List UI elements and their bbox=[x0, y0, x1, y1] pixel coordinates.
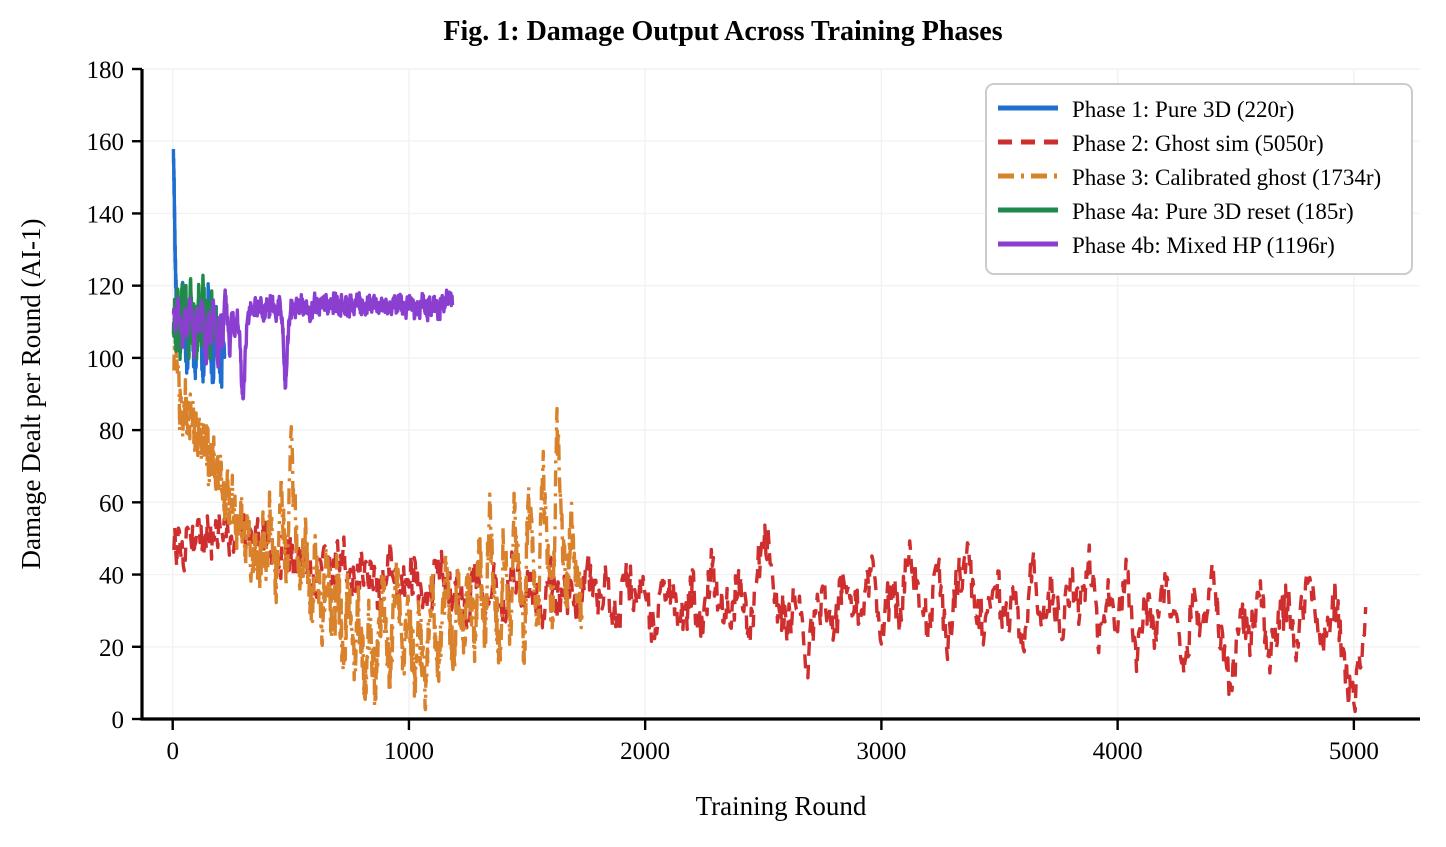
y-tick-label: 120 bbox=[87, 274, 125, 301]
y-axis-title: Damage Dealt per Round (AI-1) bbox=[16, 219, 46, 570]
legend-label-5[interactable]: Phase 4b: Mixed HP (1196r) bbox=[1072, 233, 1335, 258]
y-tick-label: 40 bbox=[99, 563, 124, 590]
page-title: Fig. 1: Damage Output Across Training Ph… bbox=[443, 16, 1003, 47]
legend-box bbox=[985, 83, 1413, 275]
legend-label-3[interactable]: Phase 3: Calibrated ghost (1734r) bbox=[1072, 165, 1381, 190]
chart-legend[interactable]: Phase 1: Pure 3D (220r) Phase 2: Ghost si… bbox=[985, 83, 1413, 275]
y-tick-label: 80 bbox=[99, 418, 124, 445]
x-tick-label: 1000 bbox=[384, 738, 434, 765]
x-tick-label: 0 bbox=[166, 738, 179, 765]
axes-group: 0 20 40 60 80 100 120 140 160 180 0 1000 2000 3000 400… bbox=[16, 57, 1420, 821]
y-tick-label: 180 bbox=[87, 57, 125, 84]
x-tick-label: 2000 bbox=[620, 738, 670, 765]
legend-label-4[interactable]: Phase 4a: Pure 3D reset (185r) bbox=[1072, 199, 1354, 224]
data-series-group bbox=[171, 148, 1368, 714]
y-tick-label: 0 bbox=[112, 707, 125, 734]
series-line-3 bbox=[172, 344, 584, 712]
x-axis-title: Training Round bbox=[696, 791, 867, 821]
series-line-2 bbox=[172, 511, 1368, 714]
x-tick-label: 4000 bbox=[1093, 738, 1143, 765]
legend-label-2[interactable]: Phase 2: Ghost sim (5050r) bbox=[1072, 131, 1324, 156]
y-tick-label: 140 bbox=[87, 201, 125, 228]
x-tick-label: 3000 bbox=[856, 738, 906, 765]
y-tick-label: 160 bbox=[87, 129, 125, 156]
y-tick-label: 20 bbox=[99, 635, 124, 662]
series-line-5 bbox=[171, 288, 455, 401]
x-tick-label: 5000 bbox=[1329, 738, 1379, 765]
y-tick-label: 100 bbox=[87, 346, 125, 373]
y-tick-label: 60 bbox=[99, 490, 124, 517]
legend-label-1[interactable]: Phase 1: Pure 3D (220r) bbox=[1072, 97, 1294, 122]
